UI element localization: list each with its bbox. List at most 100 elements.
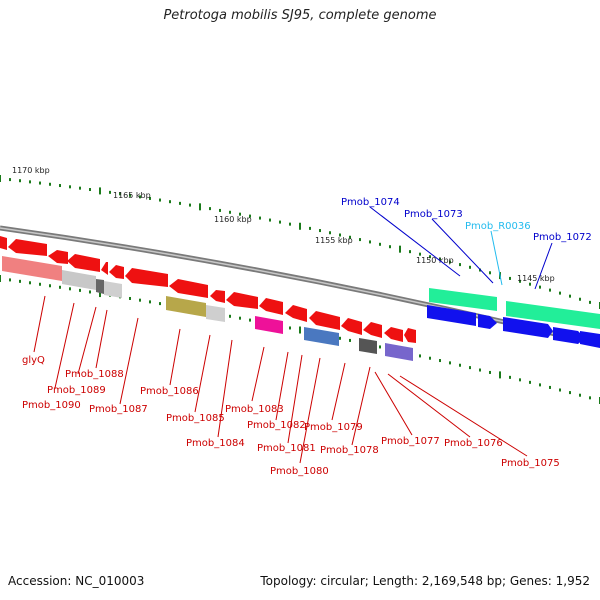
rna-gene-box[interactable] [429,288,497,311]
gene-label-pmob-1088[interactable]: Pmob_1088 [65,369,124,380]
gene-arrow[interactable] [109,265,124,279]
scale-label-1150: 1150 kbp [416,256,454,265]
tick-mark [219,208,221,212]
feature-box[interactable] [62,270,96,290]
tick-mark [89,290,91,294]
tick-mark [489,370,491,374]
gene-arrow[interactable] [503,317,553,338]
tick-mark [29,180,31,184]
gene-arrow[interactable] [125,268,168,287]
tick-mark [579,393,581,397]
tick-mark [49,284,51,288]
tick-mark [189,203,191,207]
tick-mark [259,216,261,220]
tick-mark [239,316,241,320]
gene-label-pmob-1081[interactable]: Pmob_1081 [257,443,316,454]
tick-mark [529,380,531,384]
gene-label-pmob-1073[interactable]: Pmob_1073 [404,209,463,220]
gene-arrow[interactable] [363,322,382,338]
upper-gene-labels: Pmob_1074 Pmob_1073 Pmob_R0036 Pmob_1072 [341,197,592,290]
rna-gene-box[interactable] [506,301,600,329]
tick-mark [579,297,581,301]
tick-mark [229,314,231,318]
tick-mark [519,378,521,382]
gene-label-pmob-1089[interactable]: Pmob_1089 [47,385,106,396]
gene-label-pmob-1085[interactable]: Pmob_1085 [166,413,225,424]
tick-mark [39,282,41,286]
tick-mark [569,391,571,395]
gene-arrow[interactable] [226,292,258,309]
gene-label-pmob-1077[interactable]: Pmob_1077 [381,436,440,447]
feature-box[interactable] [2,256,62,281]
tick-mark [329,231,331,235]
tick-mark [399,245,401,253]
tick-mark [59,184,61,188]
gene-label-pmob-1074[interactable]: Pmob_1074 [341,197,400,208]
tick-mark [129,193,131,197]
gene-label-pmob-1086[interactable]: Pmob_1086 [140,386,199,397]
gene-arrow[interactable] [169,279,208,298]
tick-mark [139,195,141,199]
feature-box[interactable] [104,281,122,298]
tick-mark [589,396,591,400]
gene-label-glyq[interactable]: glyQ [22,355,45,366]
tick-mark [19,279,21,283]
gene-arrow[interactable] [309,311,340,330]
tick-mark [449,361,451,365]
feature-track-lower [2,256,413,361]
tick-mark [19,179,21,183]
gene-arrow[interactable] [101,262,108,275]
tick-mark [339,336,341,340]
tick-mark [589,300,591,304]
gene-arrow[interactable] [553,327,585,344]
gene-arrow[interactable] [478,314,497,329]
scale-label-1165: 1165 kbp [113,191,151,200]
gene-label-pmob-1080[interactable]: Pmob_1080 [270,466,329,477]
gene-arrow[interactable] [0,236,7,250]
tick-mark [309,226,311,230]
tick-mark [549,385,551,389]
feature-box[interactable] [385,343,413,361]
tick-mark [69,287,71,291]
gene-arrow[interactable] [341,318,362,335]
lower-gene-labels [33,295,528,464]
gene-arrow[interactable] [48,250,68,264]
feature-box[interactable] [206,305,225,322]
gene-label-pmob-1087[interactable]: Pmob_1087 [89,404,148,415]
gene-arrow[interactable] [67,254,100,272]
gene-label-pmob-1078[interactable]: Pmob_1078 [320,445,379,456]
gene-label-pmob-1075[interactable]: Pmob_1075 [501,458,560,469]
gene-arrow[interactable] [580,331,600,348]
gene-arrow[interactable] [210,290,225,303]
gene-arrow[interactable] [404,328,416,343]
tick-mark [469,265,471,269]
feature-box[interactable] [166,296,206,317]
gene-label-pmob-1082[interactable]: Pmob_1082 [247,420,306,431]
tick-mark [419,354,421,358]
gene-label-pmob-1076[interactable]: Pmob_1076 [444,438,503,449]
gene-label-pmob-1084[interactable]: Pmob_1084 [186,438,245,449]
feature-box[interactable] [359,338,377,354]
gene-label-pmob-r0036[interactable]: Pmob_R0036 [465,221,531,232]
tick-mark [429,255,431,259]
feature-box[interactable] [255,316,283,334]
gene-arrow[interactable] [8,239,47,256]
tick-mark [499,371,501,379]
tick-mark [289,222,291,226]
gene-arrow[interactable] [285,305,307,322]
gene-arrow[interactable] [384,327,403,342]
tick-mark [279,220,281,224]
feature-box[interactable] [96,279,104,294]
gene-label-pmob-1083[interactable]: Pmob_1083 [225,404,284,415]
tick-mark [139,298,141,302]
tick-mark [159,198,161,202]
tick-mark [559,291,561,295]
gene-label-pmob-1079[interactable]: Pmob_1079 [304,422,363,433]
gene-arrow[interactable] [427,305,476,326]
gene-label-pmob-1090[interactable]: Pmob_1090 [22,400,81,411]
gene-arrow[interactable] [259,298,283,315]
feature-box[interactable] [304,327,339,346]
tick-mark [49,182,51,186]
gene-label-pmob-1072[interactable]: Pmob_1072 [533,232,592,243]
tick-mark [379,242,381,246]
